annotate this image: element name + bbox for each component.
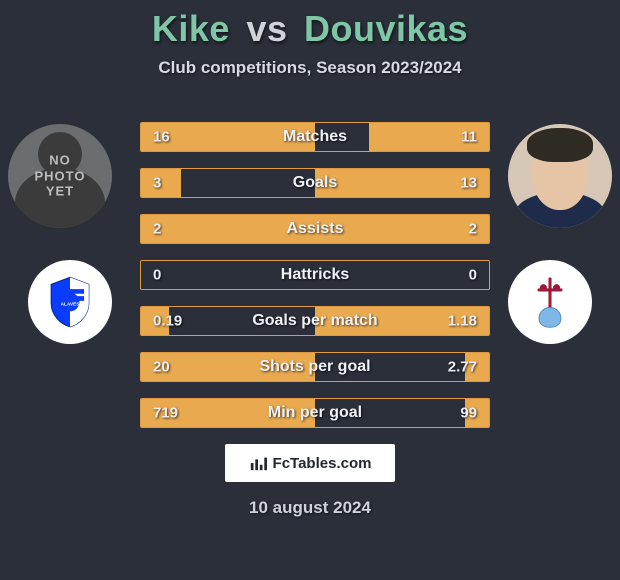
stat-row-goals: 3 13 Goals	[140, 168, 490, 198]
value-right: 99	[460, 405, 477, 422]
stat-label: Goals	[293, 174, 337, 192]
player1-avatar: NO PHOTO YET	[8, 124, 112, 228]
comparison-card: Kike vs Douvikas Club competitions, Seas…	[0, 0, 620, 580]
player2-photo	[508, 124, 612, 228]
stat-bars: 1611Matches313Goals22Assists00Hattricks0…	[140, 122, 490, 444]
stat-label: Shots per goal	[259, 358, 370, 376]
stat-row-min_per_goal: 719 99 Min per goal	[140, 398, 490, 428]
value-left: 16	[153, 129, 170, 146]
value-left: 0.19	[153, 313, 182, 330]
stat-label: Hattricks	[281, 266, 349, 284]
celta-crest-icon	[528, 274, 572, 330]
player1-club-badge: ALAVÉS	[28, 260, 112, 344]
player2-avatar	[508, 124, 612, 228]
value-left: 2	[153, 221, 161, 238]
svg-text:ALAVÉS: ALAVÉS	[61, 300, 80, 307]
page-title: Kike vs Douvikas	[0, 8, 620, 50]
value-right: 2.77	[448, 359, 477, 376]
chart-icon	[249, 454, 267, 472]
stat-row-goals_per_match: 0.19 1.18 Goals per match	[140, 306, 490, 336]
vs-text: vs	[246, 8, 287, 49]
stat-label: Assists	[287, 220, 344, 238]
no-photo-label: NO PHOTO YET	[35, 153, 86, 200]
value-right: 1.18	[448, 313, 477, 330]
brand-text: FcTables.com	[273, 455, 372, 472]
player1-name: Kike	[152, 8, 230, 49]
stat-label: Min per goal	[268, 404, 362, 422]
stat-row-assists: 2 2 Assists	[140, 214, 490, 244]
subtitle: Club competitions, Season 2023/2024	[0, 58, 620, 78]
player2-club-badge	[508, 260, 592, 344]
value-right: 2	[469, 221, 477, 238]
value-left: 0	[153, 267, 161, 284]
stat-row-matches: 16 11 Matches	[140, 122, 490, 152]
alaves-crest-icon: ALAVÉS	[46, 275, 94, 329]
value-right: 0	[469, 267, 477, 284]
value-right: 13	[460, 175, 477, 192]
brand-badge: FcTables.com	[225, 444, 395, 482]
value-left: 20	[153, 359, 170, 376]
value-left: 3	[153, 175, 161, 192]
value-right: 11	[461, 129, 477, 146]
stat-label: Goals per match	[252, 312, 377, 330]
stat-row-shots_per_goal: 20 2.77 Shots per goal	[140, 352, 490, 382]
value-left: 719	[153, 405, 178, 422]
stat-row-hattricks: 0 0 Hattricks	[140, 260, 490, 290]
stat-label: Matches	[283, 128, 347, 146]
player2-name: Douvikas	[304, 8, 468, 49]
footer-date: 10 august 2024	[249, 498, 371, 518]
